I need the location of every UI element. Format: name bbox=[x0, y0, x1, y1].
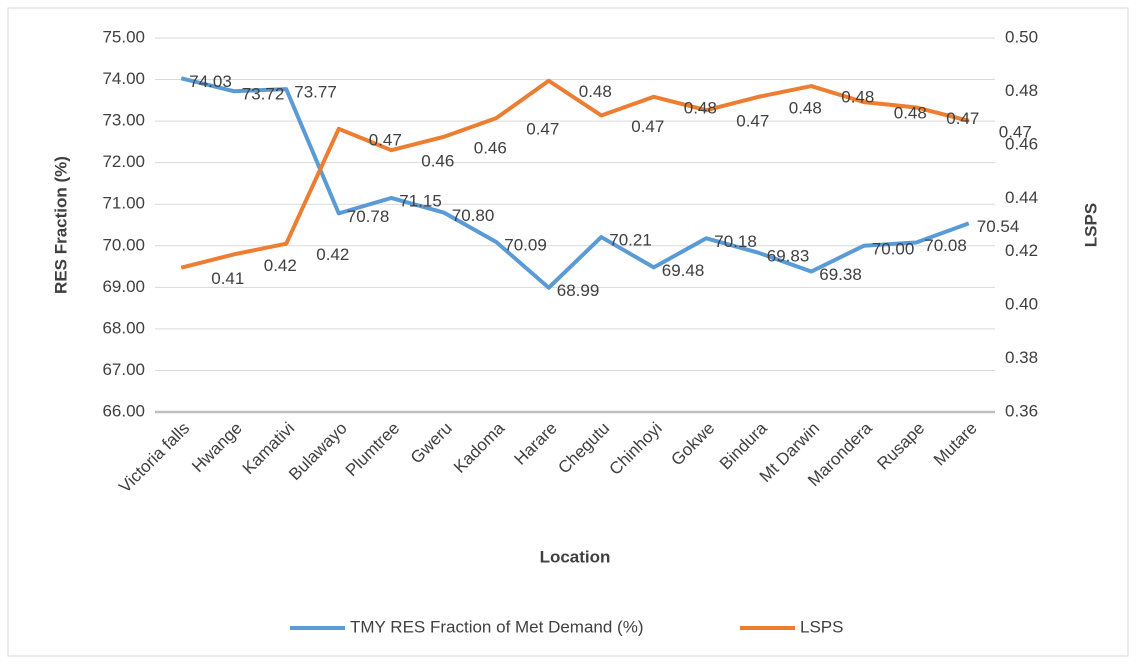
data-label: 0.47 bbox=[736, 112, 769, 131]
y-tick-label: 68.00 bbox=[102, 318, 145, 337]
y-tick-label: 74.00 bbox=[102, 69, 145, 88]
y-tick-label: 71.00 bbox=[102, 194, 145, 213]
data-label: 74.03 bbox=[189, 72, 232, 91]
y2-tick-label: 0.38 bbox=[1005, 348, 1038, 367]
y-tick-label: 66.00 bbox=[102, 401, 145, 420]
y-tick-label: 70.00 bbox=[102, 235, 145, 254]
data-label: 69.83 bbox=[767, 246, 810, 265]
data-label: 0.42 bbox=[316, 245, 349, 264]
data-label: 0.41 bbox=[211, 269, 244, 288]
data-label: 70.80 bbox=[452, 206, 495, 225]
data-label: 70.09 bbox=[504, 236, 547, 255]
y-axis-title: RES Fraction (%) bbox=[51, 156, 70, 294]
data-label: 0.47 bbox=[369, 130, 402, 149]
data-label: 68.99 bbox=[557, 281, 600, 300]
y2-tick-label: 0.42 bbox=[1005, 241, 1038, 260]
data-label: 0.48 bbox=[841, 88, 874, 107]
y-tick-label: 73.00 bbox=[102, 111, 145, 130]
y-tick-label: 69.00 bbox=[102, 277, 145, 296]
y2-tick-label: 0.36 bbox=[1005, 401, 1038, 420]
data-label: 71.15 bbox=[399, 191, 442, 210]
y-tick-label: 72.00 bbox=[102, 152, 145, 171]
y-tick-label: 67.00 bbox=[102, 360, 145, 379]
y2-tick-label: 0.40 bbox=[1005, 295, 1038, 314]
data-label: 70.21 bbox=[609, 231, 652, 250]
data-label: 0.48 bbox=[789, 98, 822, 117]
y-tick-label: 75.00 bbox=[102, 27, 145, 46]
y2-tick-label: 0.46 bbox=[1005, 134, 1038, 153]
data-label: 70.00 bbox=[872, 239, 915, 258]
data-label: 0.47 bbox=[999, 122, 1032, 141]
data-label: 0.47 bbox=[631, 117, 664, 136]
data-label: 70.18 bbox=[714, 232, 757, 251]
legend-label: TMY RES Fraction of Met Demand (%) bbox=[350, 617, 644, 636]
data-label: 0.47 bbox=[946, 109, 979, 128]
data-label: 70.08 bbox=[924, 236, 967, 255]
data-label: 0.48 bbox=[579, 82, 612, 101]
y2-tick-label: 0.50 bbox=[1005, 27, 1038, 46]
y2-axis-title: LSPS bbox=[1081, 203, 1100, 247]
data-label: 73.72 bbox=[242, 85, 285, 104]
data-label: 69.38 bbox=[819, 265, 862, 284]
data-label: 69.48 bbox=[662, 261, 705, 280]
data-label: 73.77 bbox=[294, 83, 337, 102]
data-label: 0.48 bbox=[894, 104, 927, 123]
series-line bbox=[180, 78, 970, 270]
series-line bbox=[180, 76, 970, 290]
y2-tick-label: 0.48 bbox=[1005, 81, 1038, 100]
data-label: 0.42 bbox=[264, 256, 297, 275]
data-label: 0.48 bbox=[684, 98, 717, 117]
chart-border bbox=[7, 7, 1129, 657]
y2-tick-label: 0.44 bbox=[1005, 188, 1038, 207]
x-axis-title: Location bbox=[540, 547, 611, 566]
data-label: 0.47 bbox=[526, 120, 559, 139]
data-label: 0.46 bbox=[474, 138, 507, 157]
data-label: 70.54 bbox=[977, 217, 1020, 236]
data-label: 0.46 bbox=[421, 152, 454, 171]
data-label: 70.78 bbox=[347, 207, 390, 226]
legend-label: LSPS bbox=[800, 617, 843, 636]
